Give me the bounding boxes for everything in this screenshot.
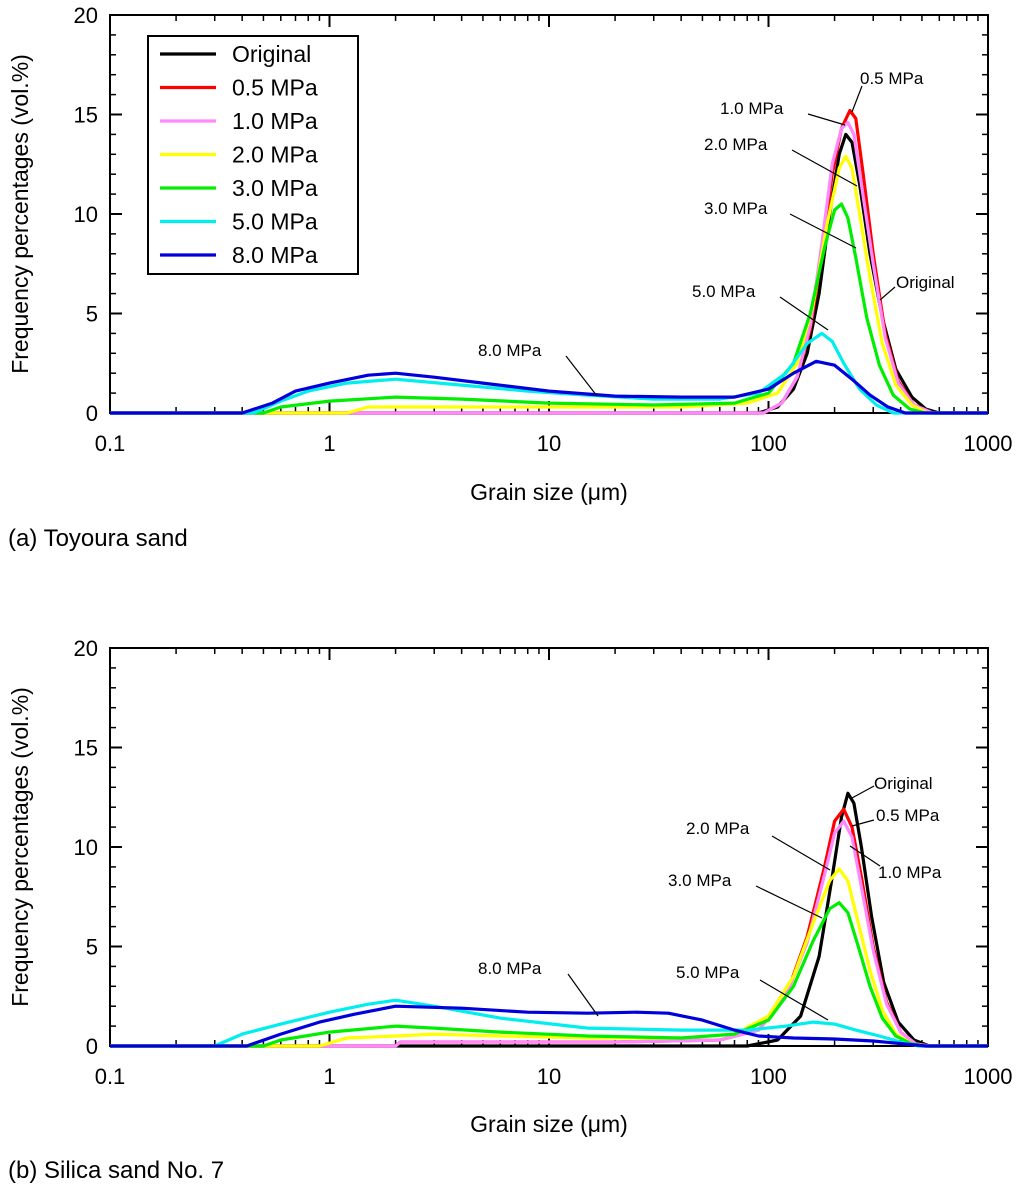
y-tick-label: 20 [74,3,98,28]
series-line-2-0-mpa [110,867,988,1048]
chart-silica-sand: 0.1 1 10 100 1000 0 5 10 15 20 Grain size (μm) Freq… [7,636,1012,1184]
chart-toyoura-sand: 0.1 1 10 100 1000 0 5 10 15 20 Grain size (μm) Freq… [7,3,1012,552]
x-tick-label: 1 [323,431,335,456]
x-tick-label: 0.1 [95,431,126,456]
annotation-leader [851,785,875,799]
annotation-label: 5.0 MPa [692,282,756,301]
annotation-leader [807,113,846,126]
x-tick-label: 1000 [964,1064,1013,1089]
y-tick-label: 0 [86,1034,98,1059]
annotation-leader [755,885,823,919]
annotation-label: 2.0 MPa [704,135,768,154]
y-tick-label: 15 [74,736,98,761]
figure-caption: (b) Silica sand No. 7 [8,1157,224,1184]
annotation-leader [791,149,858,187]
annotation-label: 3.0 MPa [668,871,732,890]
annotation-label: Original [874,774,933,793]
series-line-original [110,791,988,1048]
series-line-1-0-mpa [110,819,988,1048]
series-line-0-5-mpa [110,807,988,1048]
series-line-original [110,132,988,415]
annotation-label: Original [896,273,955,292]
series-line-1-0-mpa [110,120,988,415]
annotation-leader [789,213,857,249]
legend-entry: Original [232,41,311,67]
x-tick-label: 0.1 [95,1064,126,1089]
annotation-leader [565,355,598,397]
y-tick-label: 0 [86,401,98,426]
annotation-leader [851,85,863,113]
figure-caption: (a) Toyoura sand [8,525,188,552]
legend-entry: 0.5 MPa [232,75,318,101]
x-axis-title: Grain size (μm) [470,1111,628,1137]
legend-entry: 5.0 MPa [232,209,318,235]
x-tick-label: 100 [750,1064,787,1089]
annotation-label: 5.0 MPa [676,963,740,982]
annotation-leader [771,835,831,871]
series-line-8-0-mpa [110,1004,988,1048]
annotation-label: 8.0 MPa [478,959,542,978]
annotation-leader [759,979,829,1021]
annotation-leader [879,286,896,301]
x-tick-label: 10 [537,1064,561,1089]
annotation-leader [849,845,881,867]
legend-entry: 8.0 MPa [232,242,318,268]
x-tick-label: 10 [537,431,561,456]
series-line-5-0-mpa [110,998,988,1048]
annotation-label: 0.5 MPa [860,69,924,88]
annotation-leader [779,296,829,331]
y-axis-title: Frequency percentages (vol.%) [7,687,33,1007]
y-tick-label: 10 [74,835,98,860]
series-line-8-0-mpa [110,359,988,415]
legend-entry: 1.0 MPa [232,108,318,134]
annotation-label: 0.5 MPa [876,806,940,825]
annotation-label: 1.0 MPa [720,99,784,118]
x-tick-label: 100 [750,431,787,456]
series-line-3-0-mpa [110,202,988,415]
series-line-2-0-mpa [110,154,988,415]
legend-entry: 3.0 MPa [232,175,318,201]
annotation-label: 8.0 MPa [478,341,542,360]
y-tick-label: 15 [74,103,98,128]
annotation-label: 1.0 MPa [878,863,942,882]
annotation-leader [567,973,599,1017]
annotation-leader [851,819,875,827]
annotation-label: 2.0 MPa [686,819,750,838]
y-tick-label: 20 [74,636,98,661]
series-line-3-0-mpa [110,901,988,1048]
legend-entry: 2.0 MPa [232,142,318,168]
y-axis-title: Frequency percentages (vol.%) [7,54,33,374]
annotation-label: 3.0 MPa [704,199,768,218]
y-tick-label: 5 [86,302,98,327]
x-axis-title: Grain size (μm) [470,479,628,505]
y-tick-label: 5 [86,935,98,960]
x-tick-label: 1 [323,1064,335,1089]
x-tick-label: 1000 [964,431,1013,456]
y-tick-label: 10 [74,202,98,227]
